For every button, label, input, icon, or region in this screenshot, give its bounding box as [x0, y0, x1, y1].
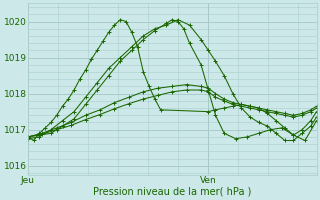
X-axis label: Pression niveau de la mer( hPa ): Pression niveau de la mer( hPa )	[93, 187, 252, 197]
